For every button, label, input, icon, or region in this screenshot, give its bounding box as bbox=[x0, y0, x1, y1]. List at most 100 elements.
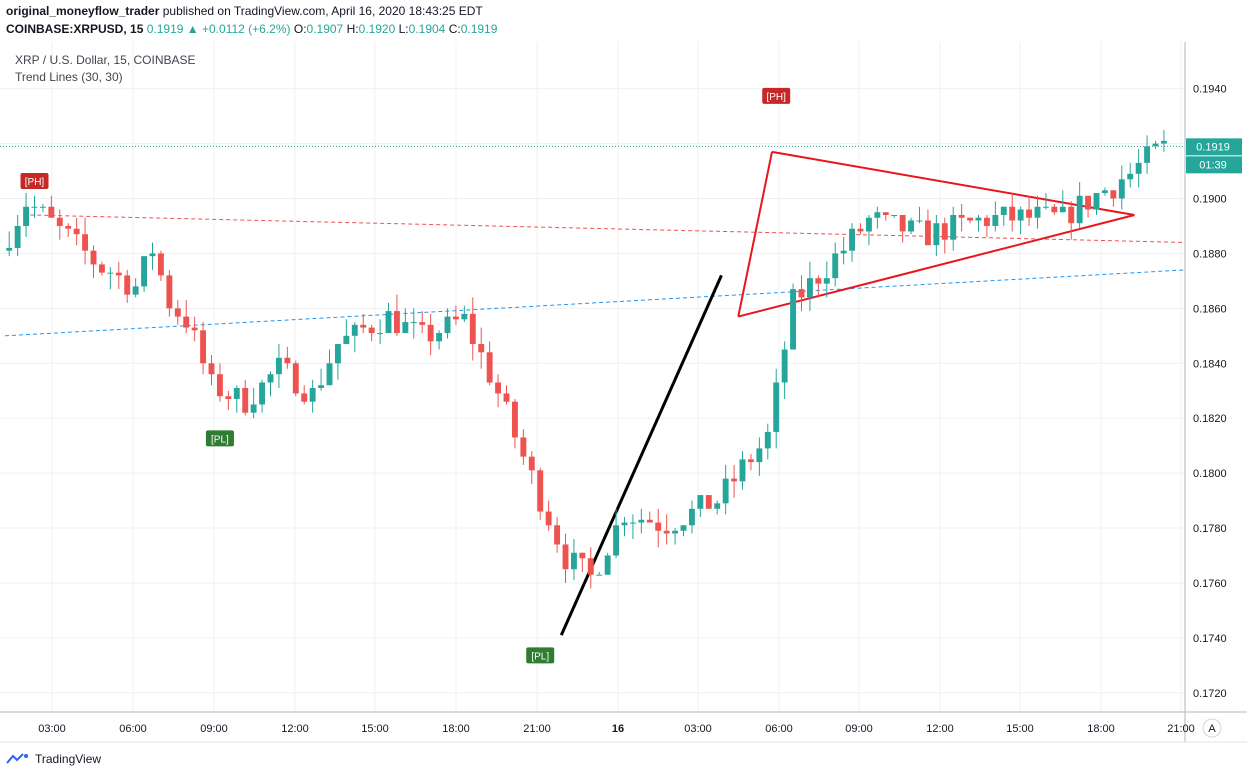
candle-body bbox=[1017, 209, 1024, 221]
candle-body bbox=[638, 519, 645, 523]
time-tick-label: 15:00 bbox=[361, 723, 389, 735]
candle-body bbox=[208, 363, 215, 375]
candle-body bbox=[865, 217, 872, 232]
candle-body bbox=[452, 316, 459, 320]
candle-body bbox=[688, 508, 695, 526]
candle-body bbox=[444, 316, 451, 334]
symbol-label: COINBASE:XRPUSD, 15 bbox=[6, 22, 144, 36]
candle-body bbox=[764, 431, 771, 449]
candle-body bbox=[1000, 206, 1007, 215]
publish-header: original_moneyflow_trader published on T… bbox=[6, 4, 483, 18]
candle-body bbox=[23, 206, 30, 226]
chart-legend: XRP / U.S. Dollar, 15, COINBASE Trend Li… bbox=[15, 52, 196, 86]
time-tick-label: 18:00 bbox=[442, 723, 470, 735]
candle-body bbox=[950, 214, 957, 240]
candle-body bbox=[899, 214, 906, 232]
candle-body bbox=[849, 228, 856, 251]
footer-brand[interactable]: TradingView bbox=[6, 752, 101, 766]
pivot-badge bbox=[20, 173, 49, 190]
candle-body bbox=[1110, 190, 1117, 199]
candle-body bbox=[419, 322, 426, 325]
candle-body bbox=[874, 212, 881, 218]
candle-body bbox=[1068, 206, 1075, 224]
candle-body bbox=[478, 344, 485, 353]
candle-body bbox=[916, 220, 923, 222]
candle-body bbox=[469, 313, 476, 345]
candle-body bbox=[1101, 190, 1108, 194]
change-arrow: ▲ bbox=[186, 22, 199, 36]
candle-body bbox=[924, 220, 931, 246]
publish-info: published on TradingView.com, April 16, … bbox=[162, 4, 483, 18]
open-label: O: bbox=[293, 22, 307, 36]
candle-body bbox=[933, 223, 940, 246]
candle-body bbox=[495, 382, 502, 394]
price-tick-label: 0.1800 bbox=[1193, 468, 1227, 480]
last-value: 0.1919 bbox=[146, 22, 184, 36]
candle-body bbox=[486, 352, 493, 383]
candle-body bbox=[739, 459, 746, 482]
candle-body bbox=[579, 552, 586, 559]
candle-body bbox=[528, 456, 535, 471]
candle-body bbox=[157, 253, 164, 276]
close-value: 0.1919 bbox=[460, 22, 498, 36]
auto-button-label[interactable]: A bbox=[1208, 723, 1216, 735]
candle-body bbox=[250, 404, 257, 413]
last-price-tag bbox=[1186, 138, 1242, 156]
candle-body bbox=[975, 217, 982, 221]
author-name[interactable]: original_moneyflow_trader bbox=[6, 4, 160, 18]
candle-body bbox=[351, 324, 358, 336]
price-tick-label: 0.1760 bbox=[1193, 578, 1227, 590]
candle-body bbox=[259, 382, 266, 405]
candle-body bbox=[781, 349, 788, 383]
candle-body bbox=[334, 344, 341, 364]
ohlc-header: COINBASE:XRPUSD, 15 0.1919 ▲ +0.0112 (+6… bbox=[6, 22, 497, 36]
candle-body bbox=[747, 459, 754, 463]
candle-body bbox=[1042, 206, 1049, 208]
high-value: 0.1920 bbox=[358, 22, 396, 36]
candle-body bbox=[756, 448, 763, 463]
time-tick-label: 06:00 bbox=[119, 723, 147, 735]
candle-body bbox=[554, 525, 561, 545]
candle-body bbox=[908, 220, 915, 232]
candle-body bbox=[815, 278, 822, 284]
last-price-tags: 0.1919 01:39 bbox=[1186, 138, 1242, 174]
instrument-title[interactable]: XRP / U.S. Dollar, 15, COINBASE bbox=[15, 53, 196, 67]
candle-body bbox=[1144, 146, 1151, 163]
candle-body bbox=[174, 308, 181, 317]
candle-body bbox=[427, 324, 434, 342]
candle-body bbox=[73, 228, 80, 235]
candle-body bbox=[840, 250, 847, 254]
candle-body bbox=[326, 363, 333, 386]
candle-body bbox=[90, 250, 97, 265]
candles bbox=[6, 129, 1167, 589]
candle-body bbox=[697, 495, 704, 509]
candle-body bbox=[216, 374, 223, 397]
time-tick-label: 09:00 bbox=[845, 723, 873, 735]
time-scale-labels[interactable]: 03:00 06:00 09:00 12:00 15:00 18:00 21:00 16 03:… bbox=[38, 723, 1195, 735]
triangle-top-line bbox=[771, 150, 1135, 216]
candle-body bbox=[545, 511, 552, 526]
auto-button-circle[interactable] bbox=[1202, 718, 1222, 738]
auto-scale-button[interactable]: A bbox=[1202, 718, 1222, 738]
candle-body bbox=[107, 272, 114, 274]
candle-body bbox=[183, 316, 190, 328]
candle-body bbox=[124, 275, 131, 295]
change-value: +0.0112 (+6.2%) bbox=[202, 22, 291, 36]
candle-body bbox=[39, 206, 46, 208]
candle-body bbox=[967, 217, 974, 221]
candle-body bbox=[318, 385, 325, 388]
price-scale-labels[interactable]: 0.1720 0.1740 0.1760 0.1780 0.1800 0.1820 0.18… bbox=[1193, 84, 1227, 700]
candle-body bbox=[570, 552, 577, 570]
candle-body bbox=[587, 558, 594, 575]
candle-body bbox=[309, 387, 316, 402]
candle-body bbox=[832, 253, 839, 279]
candle-body bbox=[1160, 140, 1167, 144]
candle-body bbox=[731, 478, 738, 482]
triangle-left-line bbox=[737, 151, 773, 317]
time-tick-label: 21:00 bbox=[523, 723, 551, 735]
indicator-title[interactable]: Trend Lines (30, 30) bbox=[15, 70, 123, 84]
candle-body bbox=[705, 495, 712, 509]
candle-body bbox=[393, 311, 400, 334]
candle-body bbox=[621, 522, 628, 526]
